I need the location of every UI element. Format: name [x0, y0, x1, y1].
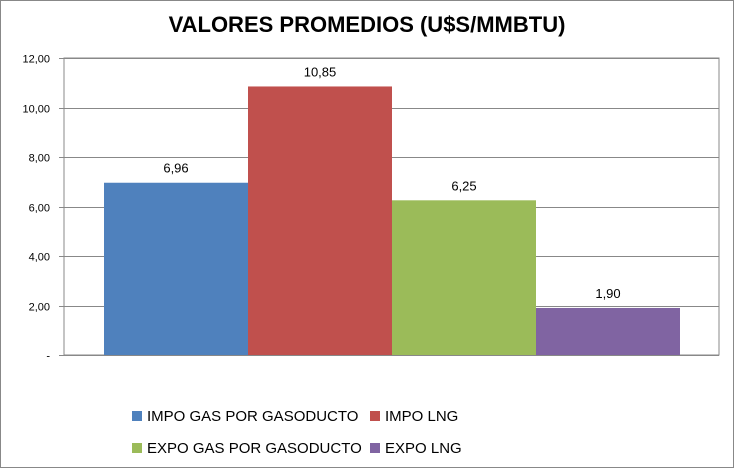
- legend-swatch: [370, 443, 380, 453]
- data-label: 10,85: [304, 64, 337, 79]
- y-tick-label: 2,00: [29, 302, 50, 314]
- y-tick-label: 6,00: [29, 203, 50, 215]
- y-tick-label: 8,00: [29, 153, 50, 165]
- legend-item-impo-gas-por-gasoducto: IMPO GAS POR GASODUCTO: [132, 408, 370, 425]
- legend-swatch: [370, 411, 380, 421]
- bar-1: [104, 182, 248, 355]
- bar-4: [536, 307, 680, 355]
- data-label: 6,25: [451, 178, 476, 193]
- legend-row-2: EXPO GAS POR GASODUCTO EXPO LNG: [132, 432, 552, 464]
- data-label: 6,96: [163, 161, 188, 176]
- y-tick-label: 12,00: [22, 54, 50, 66]
- legend-label: IMPO LNG: [385, 407, 459, 425]
- data-label: 1,90: [595, 286, 620, 301]
- legend-label: IMPO GAS POR GASODUCTO: [147, 407, 359, 425]
- legend-item-expo-lng: EXPO LNG: [370, 440, 462, 457]
- y-tick-label: 4,00: [29, 252, 50, 264]
- legend: IMPO GAS POR GASODUCTO IMPO LNG EXPO GAS…: [132, 400, 552, 464]
- legend-item-impo-lng: IMPO LNG: [370, 408, 458, 425]
- chart-title: VALORES PROMEDIOS (U$S/MMBTU): [168, 12, 566, 37]
- y-tick-label: -: [46, 351, 50, 363]
- legend-item-expo-gas-por-gasoducto: EXPO GAS POR GASODUCTO: [132, 440, 370, 457]
- legend-swatch: [132, 411, 142, 421]
- legend-label: EXPO GAS POR GASODUCTO: [147, 439, 362, 457]
- bar-3: [392, 200, 536, 355]
- y-tick-label: 10,00: [22, 104, 50, 116]
- bar-2: [248, 86, 392, 356]
- legend-label: EXPO LNG: [385, 439, 462, 457]
- legend-row-1: IMPO GAS POR GASODUCTO IMPO LNG: [132, 400, 552, 432]
- legend-swatch: [132, 443, 142, 453]
